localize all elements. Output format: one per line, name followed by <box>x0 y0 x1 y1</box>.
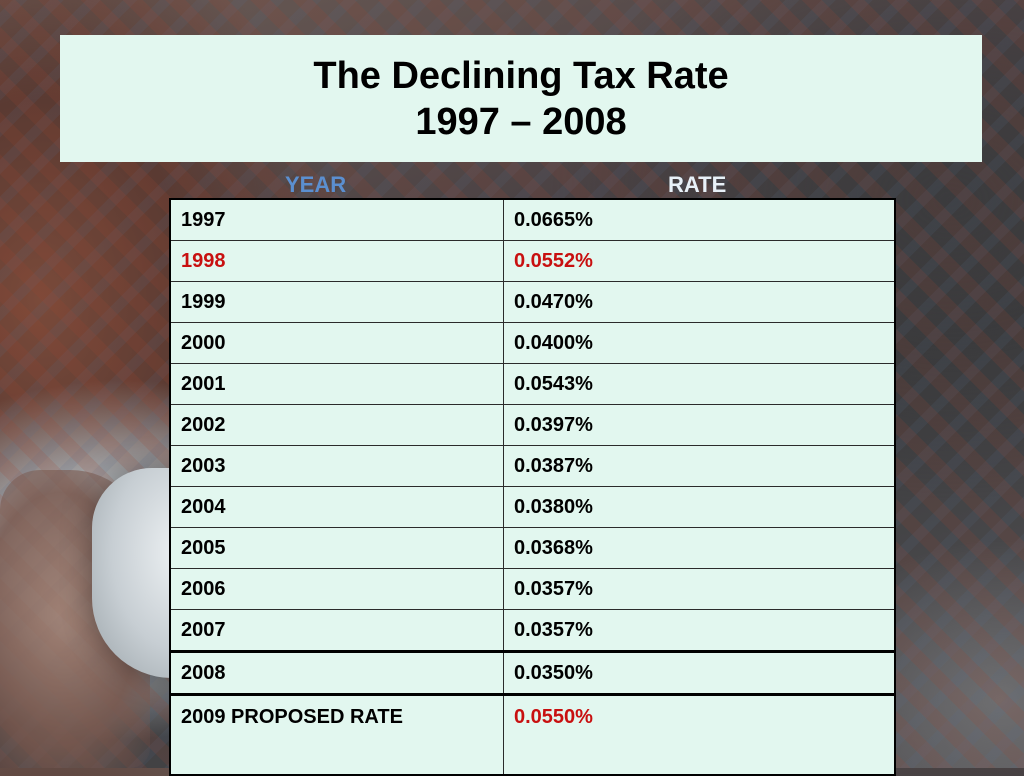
slide-subtitle: 1997 – 2008 <box>415 100 627 143</box>
year-cell: 2008 <box>169 650 504 695</box>
year-cell: 2000 <box>169 322 504 364</box>
rate-cell: 0.0357% <box>503 568 896 610</box>
year-cell: 2006 <box>169 568 504 610</box>
year-cell: 2003 <box>169 445 504 487</box>
year-cell: 2007 <box>169 609 504 652</box>
tax-rate-table: 1997 0.0665% 1998 0.0552% 1999 0.0470% 2… <box>169 198 896 776</box>
table-row: 2008 0.0350% <box>169 650 896 695</box>
year-cell: 2002 <box>169 404 504 446</box>
rate-cell: 0.0368% <box>503 527 896 569</box>
table-row: 2002 0.0397% <box>169 404 896 446</box>
table-row: 1997 0.0665% <box>169 198 896 241</box>
table-row-proposed: 2009 PROPOSED RATE 0.0550% <box>169 693 896 776</box>
rate-cell: 0.0665% <box>503 198 896 241</box>
table-row: 2003 0.0387% <box>169 445 896 487</box>
rate-cell: 0.0387% <box>503 445 896 487</box>
rate-cell: 0.0552% <box>503 240 896 282</box>
year-column-header: YEAR <box>285 172 347 197</box>
rate-cell: 0.0470% <box>503 281 896 323</box>
rate-cell: 0.0357% <box>503 609 896 652</box>
year-cell: 1997 <box>169 198 504 241</box>
title-box: The Declining Tax Rate 1997 – 2008 <box>60 35 982 162</box>
table-row: 2004 0.0380% <box>169 486 896 528</box>
year-cell: 1998 <box>169 240 504 282</box>
slide-title: The Declining Tax Rate <box>313 54 729 97</box>
year-cell: 2005 <box>169 527 504 569</box>
table-row: 2005 0.0368% <box>169 527 896 569</box>
table-row: 2007 0.0357% <box>169 609 896 652</box>
table-row: 2001 0.0543% <box>169 363 896 405</box>
table-row: 2006 0.0357% <box>169 568 896 610</box>
rate-column-header: RATE <box>668 172 727 197</box>
year-cell: 2009 PROPOSED RATE <box>169 693 504 776</box>
rate-cell: 0.0397% <box>503 404 896 446</box>
year-cell: 2004 <box>169 486 504 528</box>
rate-cell: 0.0350% <box>503 650 896 695</box>
table-row-highlighted: 1998 0.0552% <box>169 240 896 282</box>
year-cell: 1999 <box>169 281 504 323</box>
proposed-rate-cell: 0.0550% <box>503 693 896 776</box>
rate-cell: 0.0543% <box>503 363 896 405</box>
table-row: 1999 0.0470% <box>169 281 896 323</box>
year-cell: 2001 <box>169 363 504 405</box>
table-row: 2000 0.0400% <box>169 322 896 364</box>
rate-cell: 0.0400% <box>503 322 896 364</box>
rate-cell: 0.0380% <box>503 486 896 528</box>
